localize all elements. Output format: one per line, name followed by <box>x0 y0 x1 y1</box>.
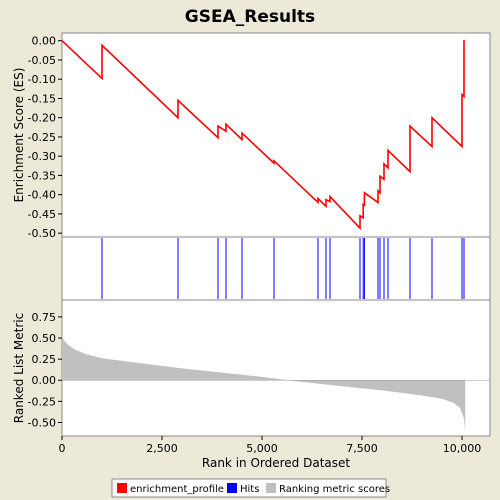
es-y-tick-label-1: -0.05 <box>28 54 56 67</box>
rank-y-tick-label-0: 0.75 <box>32 311 57 324</box>
legend-swatch-enrichment-profile <box>117 483 127 493</box>
x-tick-label-1: 2,500 <box>146 442 178 455</box>
rank-y-tick-label-2: 0.25 <box>32 353 57 366</box>
rank-y-tick-label-4: -0.25 <box>28 395 56 408</box>
legend-box <box>111 478 387 498</box>
x-tick-label-3: 7,500 <box>346 442 378 455</box>
x-tick-label-0: 0 <box>59 442 66 455</box>
legend-label-enrichment-profile: enrichment_profile <box>130 484 224 495</box>
x-axis-label: Rank in Ordered Dataset <box>202 456 350 470</box>
x-tick-label-2: 5,000 <box>246 442 278 455</box>
es-y-tick-label-2: -0.10 <box>28 73 56 86</box>
chart-title: GSEA_Results <box>185 7 315 27</box>
es-panel-background <box>61 32 491 238</box>
ranking-metric-area <box>62 335 466 434</box>
rank-y-axis: 0.75 0.50 0.25 0.00 -0.25 -0.50 <box>28 311 62 429</box>
rank-y-tick-label-3: 0.00 <box>32 374 57 387</box>
legend-label-hits: Hits <box>240 484 259 495</box>
hits-series <box>101 238 465 299</box>
x-axis: 0 2,500 5,000 7,500 10,000 <box>59 436 482 455</box>
es-y-tick-label-0: 0.00 <box>32 35 57 48</box>
es-y-tick-label-10: -0.50 <box>28 227 56 240</box>
legend-label-ranking-metric: Ranking metric scores <box>279 484 390 495</box>
rank-y-axis-label: Ranked List Metric <box>12 313 26 423</box>
x-tick-label-4: 10,000 <box>443 442 482 455</box>
enrichment-profile-line <box>61 39 465 231</box>
enrichment-profile-series <box>61 39 465 231</box>
ranking-metric-series <box>62 335 490 434</box>
es-y-axis-label: Enrichment Score (ES) <box>12 68 26 203</box>
es-y-tick-label-3: -0.15 <box>28 92 56 105</box>
es-y-axis: 0.00 -0.05 -0.10 -0.15 -0.20 -0.25 -0.30 -0.35 -… <box>28 35 62 240</box>
legend: enrichment_profile Hits Ranking metric s… <box>111 478 390 498</box>
es-y-tick-label-7: -0.35 <box>28 169 56 182</box>
rank-y-tick-label-5: -0.50 <box>28 416 56 429</box>
es-y-tick-label-8: -0.40 <box>28 189 56 202</box>
rank-y-tick-label-1: 0.50 <box>32 332 57 345</box>
legend-swatch-ranking-metric <box>266 483 276 493</box>
es-y-tick-label-4: -0.20 <box>28 112 56 125</box>
es-y-tick-label-5: -0.25 <box>28 131 56 144</box>
legend-swatch-hits <box>227 483 237 493</box>
es-y-tick-label-9: -0.45 <box>28 208 56 221</box>
es-y-tick-label-6: -0.30 <box>28 150 56 163</box>
hits-panel-background <box>61 236 491 301</box>
